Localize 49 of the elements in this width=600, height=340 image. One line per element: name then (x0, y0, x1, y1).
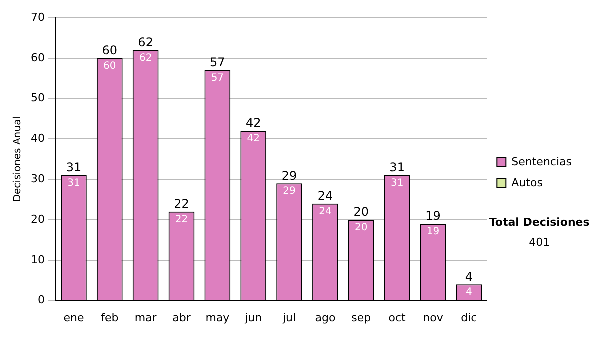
x-tick-label: ago (315, 311, 336, 324)
y-tick-label: 50 (30, 92, 45, 105)
x-tick-label: jul (282, 311, 296, 324)
data-label: 31 (68, 178, 80, 190)
x-tick-label: abr (172, 311, 192, 324)
x-tick-label: feb (101, 311, 119, 324)
data-label: 31 (390, 178, 404, 190)
total-label: 29 (282, 168, 298, 183)
total-label: 57 (210, 56, 226, 70)
data-label: 42 (247, 134, 260, 145)
total-label: 62 (138, 35, 154, 50)
data-label: 24 (319, 206, 332, 218)
data-label: 29 (283, 186, 296, 198)
data-label: 60 (104, 60, 116, 72)
text: Total Decisiones (489, 216, 590, 229)
y-tick-label: 40 (30, 132, 45, 146)
x-tick-label: oct (388, 311, 407, 324)
total-label: 22 (174, 197, 190, 212)
y-tick-label: 70 (30, 10, 45, 24)
total-label: 4 (465, 270, 474, 284)
y-tick-label: 30 (30, 172, 45, 186)
data-label: 57 (211, 73, 224, 84)
y-tick-label: 60 (30, 51, 45, 64)
x-tick-label: dic (461, 311, 478, 324)
y-tick-label: 0 (38, 294, 45, 307)
data-label: 20 (355, 222, 368, 234)
x-tick-label: jun (244, 311, 262, 324)
y-axis-title: Decisiones Anual (12, 116, 24, 202)
total-label: 42 (246, 116, 262, 130)
x-tick-label: mar (134, 311, 158, 324)
x-tick-label: sep (352, 311, 372, 324)
y-tick-label: 10 (30, 253, 45, 266)
total-label: 24 (318, 188, 334, 203)
data-label: 4 (466, 287, 472, 298)
x-tick-label: may (206, 311, 230, 324)
total-label: 31 (66, 160, 82, 175)
x-tick-label: nov (423, 311, 444, 324)
legend-label: Autos (512, 176, 544, 190)
y-tick-label: 20 (30, 212, 45, 226)
total-label: 60 (102, 44, 118, 58)
total-label: 20 (354, 205, 370, 220)
text: 401 (529, 236, 550, 249)
total-label: 19 (426, 209, 441, 224)
legend-label: Sentencias (512, 155, 572, 168)
total-label: 31 (390, 160, 405, 175)
data-label: 19 (426, 226, 440, 238)
data-label: 62 (139, 52, 152, 64)
x-tick-label: ene (64, 311, 84, 324)
data-label: 22 (175, 214, 188, 226)
